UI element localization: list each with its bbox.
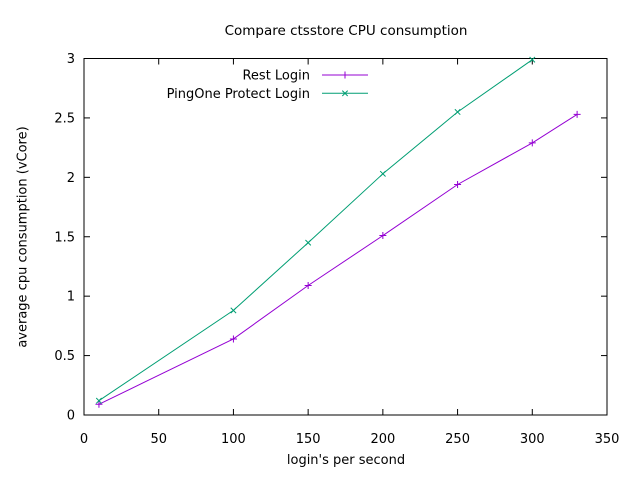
x-tick-label: 100 (221, 432, 246, 447)
chart-title: Compare ctsstore CPU consumption (225, 23, 468, 39)
series-line (98, 59, 533, 402)
x-tick-label: 150 (296, 432, 321, 447)
data-point-marker (379, 232, 387, 240)
legend-label: PingOne Protect Login (167, 87, 310, 102)
plot-area: 0 50 100 150 200 250 300 350 0 0.5 1 1.5 2 2.5 3 Rest L… (54, 52, 619, 447)
legend-sample-marker (341, 71, 349, 79)
x-tick-label: 300 (520, 432, 545, 447)
y-tick-label: 0 (67, 409, 75, 424)
data-point-marker (529, 56, 536, 63)
data-point-marker (304, 281, 312, 289)
data-point-marker (528, 139, 536, 147)
data-point-marker (379, 170, 386, 177)
legend-label: Rest Login (242, 69, 310, 84)
y-tick-label: 2 (67, 171, 75, 186)
y-tick-label: 3 (67, 52, 75, 67)
data-point-marker (305, 239, 312, 246)
plot-border (83, 58, 608, 416)
data-point-marker (95, 400, 103, 408)
x-tick-label: 50 (150, 432, 167, 447)
data-point-marker (573, 110, 581, 118)
x-axis-label: login's per second (287, 453, 405, 468)
y-tick-label: 2.5 (54, 111, 75, 126)
y-tick-label: 1.5 (54, 230, 75, 245)
data-point-marker (454, 180, 462, 188)
data-point-marker (454, 108, 461, 116)
data-point-marker (229, 335, 237, 343)
data-point-marker (230, 307, 237, 314)
x-tick-label: 200 (370, 432, 395, 447)
data-point-marker (95, 397, 102, 404)
x-tick-label: 250 (445, 432, 470, 447)
x-tick-label: 350 (595, 432, 620, 447)
legend-sample-marker (341, 90, 349, 97)
y-tick-label: 0.5 (54, 349, 75, 364)
y-axis-label: average cpu consumption (vCore) (16, 126, 31, 347)
series-line (98, 113, 578, 405)
x-tick-label: 0 (80, 432, 88, 447)
y-tick-label: 1 (67, 290, 75, 305)
